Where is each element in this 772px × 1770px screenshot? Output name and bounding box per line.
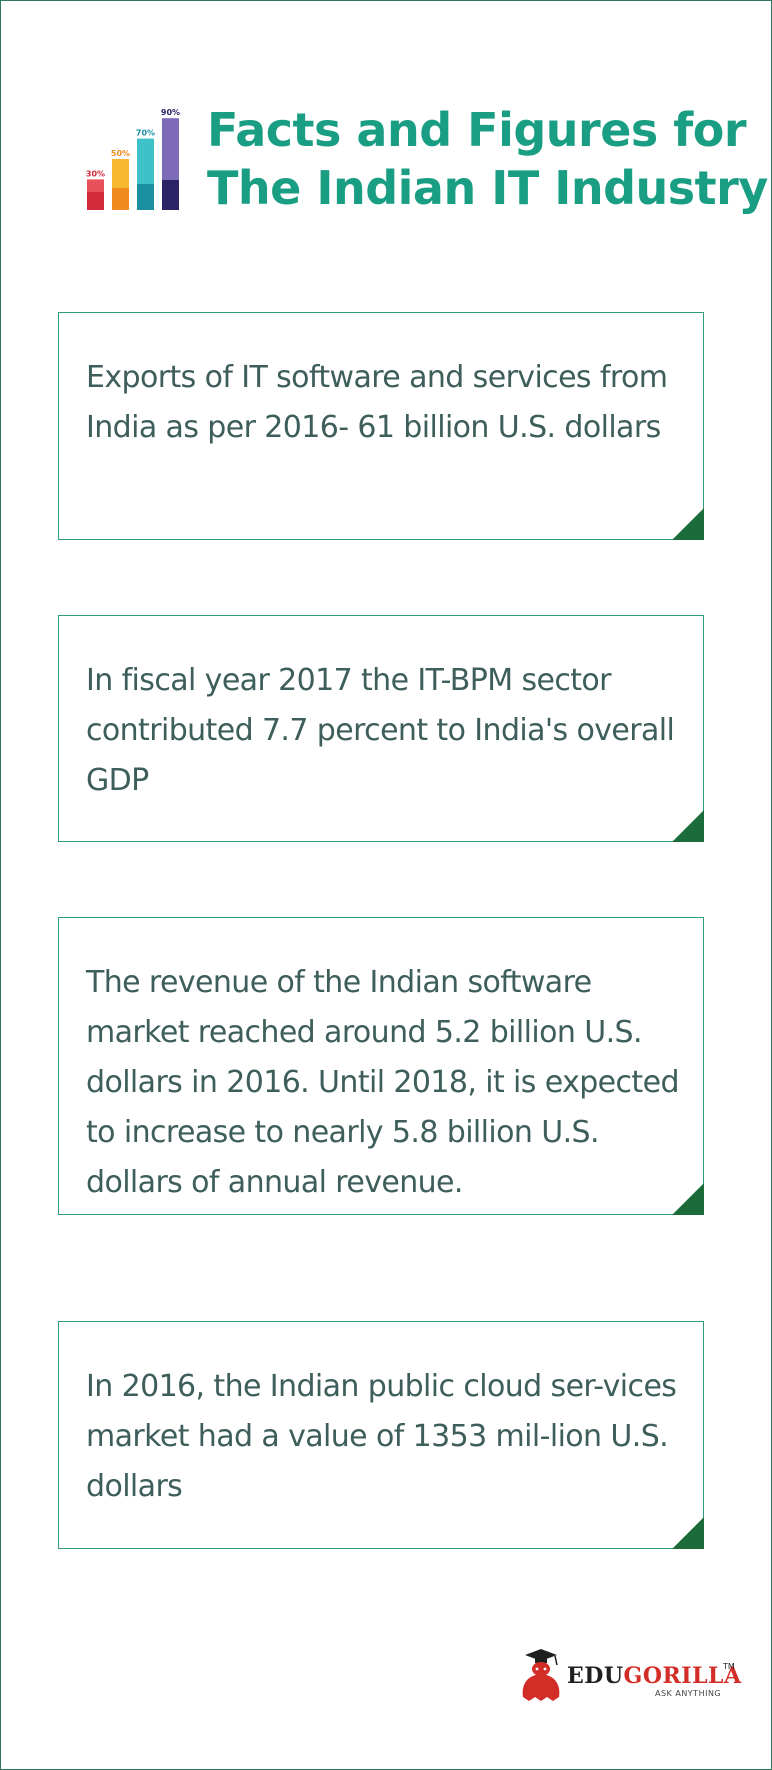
- title-line-1: Facts and Figures for: [207, 103, 747, 157]
- corner-triangle-icon: [672, 810, 704, 842]
- header: 30% 50% 70% 90% Facts and Figures for The I…: [1, 1, 771, 261]
- brand-logo[interactable]: EDUGORILLA TM ASK ANYTHING: [517, 1647, 741, 1703]
- bar-label: 50%: [111, 149, 130, 158]
- corner-triangle-icon: [672, 1517, 704, 1549]
- bar-base-30-percent: [87, 192, 104, 210]
- corner-triangle-icon: [672, 1183, 704, 1215]
- bar-chart-icon: 30% 50% 70% 90%: [86, 108, 180, 210]
- brand-tagline: ASK ANYTHING: [655, 1689, 722, 1698]
- title-line-2: The Indian IT Industry: [207, 161, 768, 215]
- bar-label: 70%: [136, 129, 155, 138]
- bar-label: 90%: [161, 108, 180, 117]
- gorilla-graduate-icon: [522, 1649, 560, 1701]
- fact-text: Exports of IT software and services from…: [86, 360, 668, 445]
- bar-base-90-percent: [162, 180, 179, 210]
- fact-text: In 2016, the Indian public cloud ser-vic…: [86, 1369, 677, 1504]
- fact-card-gdp: In fiscal year 2017 the IT-BPM sector co…: [58, 615, 704, 842]
- fact-text: In fiscal year 2017 the IT-BPM sector co…: [86, 663, 675, 798]
- trademark-label: TM: [723, 1662, 735, 1671]
- bar-base-50-percent: [112, 188, 129, 210]
- bar-label: 30%: [86, 169, 105, 178]
- brand-name-part-2: GORILLA: [623, 1663, 742, 1689]
- page-title: Facts and Figures for The Indian IT Indu…: [207, 101, 768, 217]
- brand-name: EDUGORILLA: [567, 1663, 742, 1689]
- fact-card-exports: Exports of IT software and services from…: [58, 312, 704, 540]
- fact-text: The revenue of the Indian software marke…: [86, 965, 680, 1200]
- brand-name-part-1: EDU: [567, 1663, 624, 1689]
- corner-triangle-icon: [672, 508, 704, 540]
- fact-card-cloud-market: In 2016, the Indian public cloud ser-vic…: [58, 1321, 704, 1549]
- bar-base-70-percent: [137, 184, 154, 210]
- fact-card-software-revenue: The revenue of the Indian software marke…: [58, 917, 704, 1215]
